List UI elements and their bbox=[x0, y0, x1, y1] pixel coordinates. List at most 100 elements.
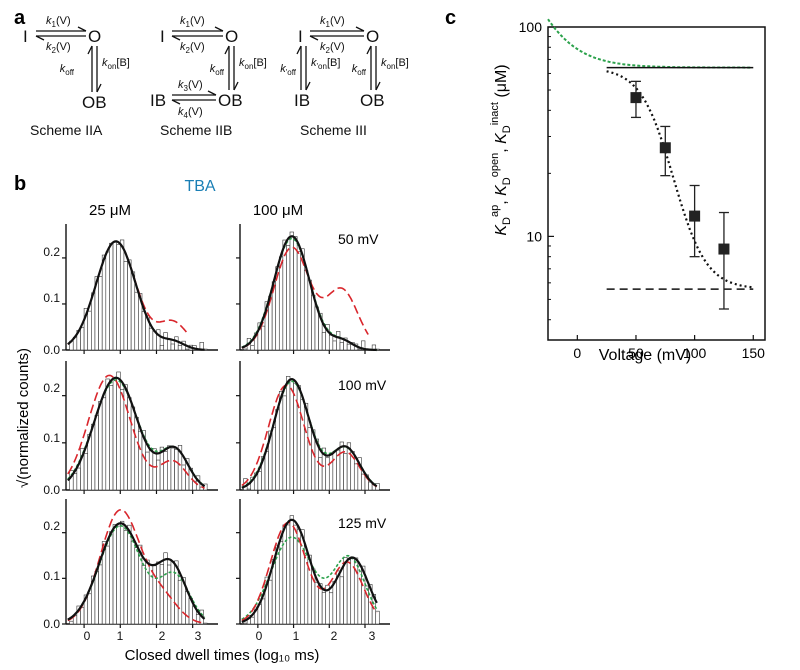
scheme-iib: I O IB OB k1(V) k2(V) koff kon[B] k3(V) … bbox=[150, 15, 267, 138]
histogram-bar bbox=[123, 530, 128, 625]
histogram-bar bbox=[148, 327, 154, 351]
histogram-bar bbox=[311, 294, 316, 351]
b-yticks-row2: 0.0 0.1 0.2 bbox=[43, 519, 60, 631]
histogram-bar bbox=[339, 441, 344, 491]
row-label-125mv: 125 mV bbox=[338, 515, 387, 531]
histogram-bar bbox=[156, 459, 161, 491]
histogram-bar bbox=[94, 570, 99, 625]
scheme-iii-state-ib: IB bbox=[294, 91, 310, 110]
histogram-bar bbox=[72, 473, 78, 491]
xtick-label: 0 bbox=[256, 629, 263, 643]
histogram-bar bbox=[123, 261, 128, 351]
ytick-label: 0.0 bbox=[43, 483, 60, 497]
plot-frame bbox=[547, 26, 766, 341]
histogram-bar bbox=[177, 345, 183, 351]
histogram-bar bbox=[321, 332, 327, 351]
scheme-iib-state-o: O bbox=[225, 27, 238, 46]
histogram-bar bbox=[148, 448, 154, 491]
histogram-bar bbox=[289, 515, 294, 625]
histogram-bar bbox=[119, 388, 125, 491]
histogram-bar bbox=[361, 340, 366, 351]
data-point bbox=[718, 243, 730, 255]
scheme-iib-state-ob: OB bbox=[218, 91, 243, 110]
data-point bbox=[659, 142, 671, 154]
scheme-iib-rate-k1: k1(V) bbox=[180, 15, 205, 29]
best-fit-line bbox=[67, 522, 206, 621]
histogram-bar bbox=[296, 385, 302, 491]
scheme-iia-rate-k2: k2(V) bbox=[46, 41, 71, 55]
histogram-bar bbox=[332, 451, 337, 491]
scheme-iib-rate-k4: k4(V) bbox=[178, 106, 203, 120]
histogram-bar bbox=[105, 378, 110, 491]
histogram-bar bbox=[130, 271, 136, 351]
histogram-bar bbox=[353, 463, 359, 491]
histogram-bar bbox=[185, 591, 190, 625]
scheme-iii-rate-k1: k1(V) bbox=[320, 15, 345, 29]
panel-b-title: TBA bbox=[184, 178, 215, 195]
histogram-bar bbox=[141, 311, 146, 351]
scheme-iia-title: Scheme IIA bbox=[30, 122, 103, 138]
best-fit-line bbox=[241, 377, 378, 489]
panel-letter-a: a bbox=[14, 7, 26, 29]
scheme-iib-rate-k2: k2(V) bbox=[180, 41, 205, 55]
histogram-bar bbox=[112, 524, 117, 625]
histogram-100um-50mv bbox=[236, 224, 390, 354]
histogram-bar bbox=[156, 329, 161, 351]
panel-b-xlabel: Closed dwell times (log₁₀ ms) bbox=[125, 647, 320, 664]
histogram-bar bbox=[318, 583, 323, 625]
histogram-bar bbox=[91, 423, 96, 491]
histogram-bar bbox=[278, 540, 284, 625]
histogram-bar bbox=[163, 451, 168, 491]
scheme-iib-state-i: I bbox=[160, 27, 165, 46]
histogram-bar bbox=[174, 336, 179, 351]
histogram-bar bbox=[98, 564, 103, 625]
histogram-bar bbox=[167, 338, 172, 351]
panel-letter-c: c bbox=[445, 7, 456, 29]
histogram-bar bbox=[243, 348, 248, 351]
xtick-label: 50 bbox=[628, 345, 644, 361]
histogram-bar bbox=[289, 379, 294, 491]
histogram-bar bbox=[163, 552, 168, 625]
histogram-bar bbox=[159, 564, 165, 625]
histogram-bar bbox=[307, 427, 312, 491]
scheme-iia-state-o: O bbox=[88, 27, 101, 46]
histogram-bar bbox=[328, 334, 334, 351]
scheme-iib-state-ib: IB bbox=[150, 91, 166, 110]
histogram-bar bbox=[278, 391, 284, 491]
histogram-bar bbox=[346, 343, 352, 351]
histogram-bar bbox=[307, 279, 312, 351]
histogram-bar bbox=[321, 592, 327, 625]
histogram-bar bbox=[346, 559, 352, 625]
histogram-bar bbox=[163, 332, 168, 351]
histogram-25um-50mv bbox=[62, 224, 218, 354]
histogram-bar bbox=[293, 382, 298, 491]
histogram-bar bbox=[332, 340, 337, 351]
histogram-bar bbox=[357, 348, 362, 351]
ytick-label: 100 bbox=[519, 19, 543, 35]
col-label-100um: 100 μM bbox=[253, 202, 303, 219]
ytick-label: 0.1 bbox=[43, 431, 60, 445]
ytick-label: 0.2 bbox=[43, 381, 60, 395]
histogram-bar bbox=[109, 531, 114, 625]
b-yticks-row1: 0.0 0.1 0.2 bbox=[43, 381, 60, 497]
histogram-bar bbox=[119, 239, 125, 351]
panel-c-xlabel: Voltage (mV) bbox=[599, 347, 691, 364]
ytick-label: 0.2 bbox=[43, 519, 60, 533]
scheme-iii-rate-kon-i: k'on[B] bbox=[311, 57, 340, 71]
b-yticks-row0: 0.0 0.1 0.2 bbox=[43, 245, 60, 357]
histogram-bar bbox=[177, 579, 183, 625]
histogram-bar bbox=[339, 576, 344, 625]
histogram-bar bbox=[293, 524, 298, 625]
histogram-bar bbox=[275, 409, 280, 491]
scheme-iii: I O IB OB k1(V) k2(V) k'off k'on[B] koff… bbox=[280, 15, 409, 138]
xtick-label: 150 bbox=[742, 345, 766, 361]
data-point bbox=[630, 92, 642, 104]
histogram-bar bbox=[343, 453, 348, 491]
histogram-bar bbox=[127, 259, 132, 351]
scheme-iia-rate-kon: kon[B] bbox=[102, 57, 130, 71]
histogram-bar bbox=[278, 256, 284, 351]
histogram-bar bbox=[105, 251, 110, 351]
scheme-iii-state-i: I bbox=[298, 27, 303, 46]
histogram-bar bbox=[94, 415, 99, 491]
